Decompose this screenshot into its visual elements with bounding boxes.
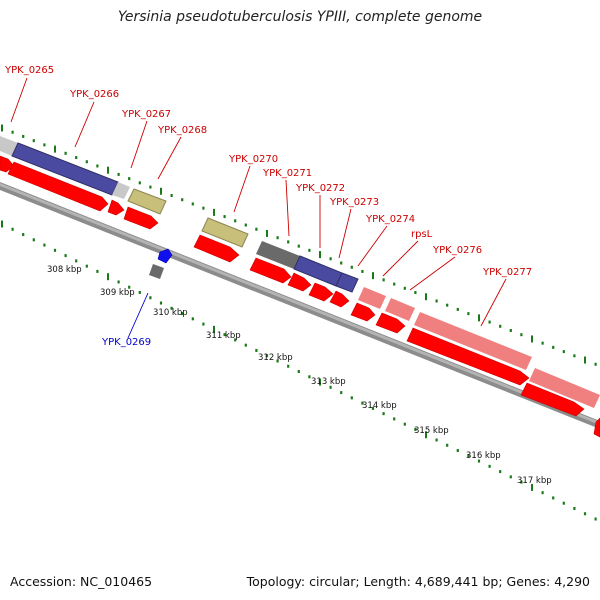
- feature-track: [0, 136, 600, 408]
- tick-track-inner: [1, 220, 597, 521]
- cds-arrow: [193, 234, 240, 263]
- feature-band-ypk0270: [201, 217, 249, 248]
- cds-arrow: [406, 327, 530, 386]
- gene-label-ypk0267: YPK_0267: [121, 109, 171, 120]
- label-leader-line-reverse: [127, 292, 149, 339]
- feature-band-ypk0268: [127, 188, 167, 215]
- feature-band-rpsL: [385, 298, 415, 321]
- feature-band-gray: [256, 241, 300, 269]
- gene-label-ypk0273: YPK_0273: [329, 197, 379, 208]
- gene-label-ypk0265: YPK_0265: [4, 65, 54, 76]
- kbp-label: 310 kbp: [153, 308, 188, 318]
- cds-arrow: [287, 272, 312, 292]
- kbp-label: 317 kbp: [517, 476, 552, 486]
- gene-label-rpsl: rpsL: [411, 229, 433, 240]
- cds-arrow: [350, 302, 376, 322]
- gene-label-ypk0269: YPK_0269: [101, 337, 151, 348]
- accession-text: Accession: NC_010465: [10, 574, 153, 589]
- gene-label-ypk0270: YPK_0270: [228, 154, 278, 165]
- gene-label-ypk0272: YPK_0272: [295, 183, 345, 194]
- cds-arrow: [107, 199, 125, 216]
- kbp-label: 309 kbp: [100, 288, 135, 298]
- feature-band-ypk0274: [358, 287, 386, 309]
- tick-track-outer: [1, 124, 597, 366]
- kbp-label: 314 kbp: [362, 401, 397, 411]
- gene-label-ypk0274: YPK_0274: [365, 214, 415, 225]
- feature-band-ypk0277: [529, 368, 600, 408]
- cds-arrow: [329, 290, 350, 308]
- gene-label-ypk0266: YPK_0266: [69, 89, 119, 100]
- cds-track: [0, 155, 600, 438]
- cds-arrow: [593, 417, 600, 438]
- cds-arrow: [520, 382, 585, 417]
- kbp-label: 308 kbp: [47, 265, 82, 275]
- genome-summary-text: Topology: circular; Length: 4,689,441 bp…: [246, 574, 590, 589]
- kbp-label: 312 kbp: [258, 353, 293, 363]
- gene-label-ypk0271: YPK_0271: [262, 168, 312, 179]
- kbp-label: 313 kbp: [311, 377, 346, 387]
- kbp-label: 315 kbp: [414, 426, 449, 436]
- reverse-gene-block: [149, 264, 164, 279]
- gene-labels: YPK_0265 YPK_0266 YPK_0267 YPK_0268 YPK_…: [4, 65, 532, 348]
- feature-band-ypk0276: [414, 312, 532, 370]
- reverse-gene-marker: [157, 248, 173, 264]
- gene-label-ypk0277: YPK_0277: [482, 267, 532, 278]
- cds-arrow: [375, 312, 406, 334]
- cds-arrow: [308, 282, 334, 302]
- genome-title: Yersinia pseudotuberculosis YPIII, compl…: [117, 9, 483, 25]
- feature-band-ypk0273: [335, 272, 359, 293]
- cds-arrow: [249, 257, 292, 284]
- gene-label-ypk0268: YPK_0268: [157, 125, 207, 136]
- genome-backbone-highlight: [0, 183, 600, 425]
- feature-band-light-gray: [0, 136, 18, 156]
- gene-label-ypk0276: YPK_0276: [432, 245, 482, 256]
- kbp-label: 316 kbp: [466, 451, 501, 461]
- kbp-labels: 308 kbp 309 kbp 310 kbp 311 kbp 312 kbp …: [47, 265, 552, 486]
- cds-arrow: [7, 161, 109, 212]
- cds-arrow: [123, 206, 159, 230]
- kbp-label: 311 kbp: [206, 331, 241, 341]
- cds-arrow: [0, 155, 15, 173]
- label-leader-lines: [10, 77, 507, 327]
- feature-band-light-gray: [112, 182, 130, 199]
